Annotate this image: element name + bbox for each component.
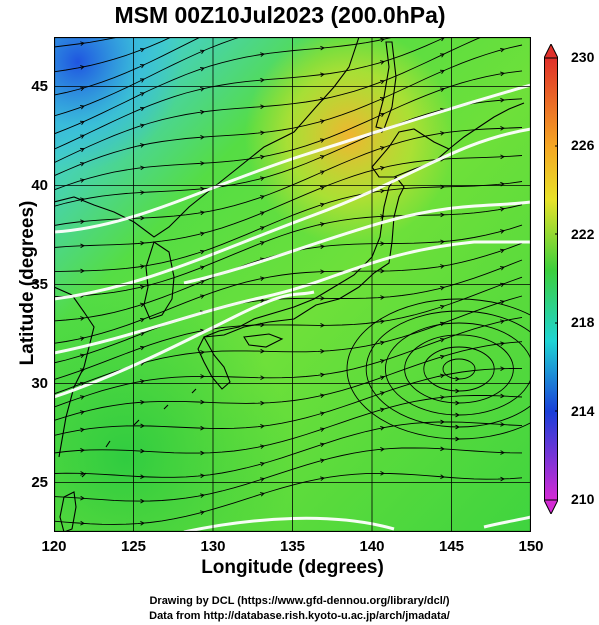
y-tick-label: 30: [31, 374, 48, 392]
credit-line-1: Drawing by DCL (https://www.gfd-dennou.o…: [149, 595, 450, 607]
y-axis-label: Latitude (degrees): [17, 200, 38, 366]
x-tick-label: 135: [279, 538, 306, 555]
coastlines: [54, 37, 525, 532]
chart-title: MSM 00Z10Jul2023 (200.0hPa): [114, 2, 446, 28]
x-tick-label: 150: [518, 538, 544, 555]
colorbar-bottom-arrow: [544, 499, 558, 514]
x-tick-label: 125: [120, 538, 147, 555]
x-tick-label: 145: [438, 538, 465, 555]
x-tick-label: 140: [359, 538, 385, 555]
wind-streamlines: [54, 37, 531, 526]
colorbar-top-arrow: [544, 44, 558, 59]
colorbar-tick-label: 230: [571, 49, 595, 65]
y-tick-label: 45: [31, 77, 48, 95]
colorbar-tick-label: 214: [571, 402, 595, 419]
colorbar-tick-label: 222: [571, 225, 595, 242]
colorbar-gradient: [544, 57, 558, 501]
temperature-contours: [54, 83, 531, 532]
credit-line-2: Data from http://database.rish.kyoto-u.a…: [149, 610, 450, 622]
map-plot: [54, 37, 531, 532]
x-axis-label: Longitude (degrees): [201, 557, 384, 578]
colorbar-tick-label: 218: [571, 314, 595, 331]
x-tick-label: 130: [200, 538, 226, 555]
y-tick-label: 40: [31, 176, 48, 194]
map-panel: [54, 37, 531, 532]
colorbar: [544, 44, 558, 514]
lat-lon-grid: [54, 37, 531, 532]
x-tick-label: 120: [41, 538, 67, 555]
plot-frame: [54, 37, 531, 532]
colorbar-tick-label: 226: [571, 137, 595, 154]
y-tick-label: 35: [31, 275, 48, 293]
colorbar-tick-label: 210: [571, 491, 595, 507]
y-tick-label: 25: [31, 473, 48, 491]
